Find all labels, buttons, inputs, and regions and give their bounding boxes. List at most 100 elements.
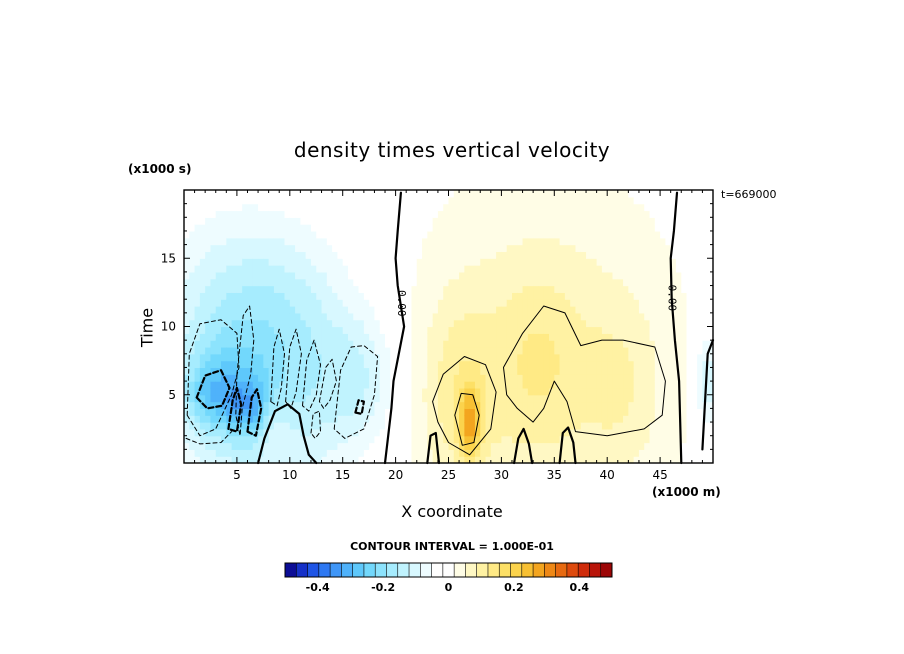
colorbar-swatch <box>341 563 354 577</box>
field-cell <box>554 319 561 328</box>
field-cell <box>432 278 439 287</box>
field-cell <box>607 224 614 232</box>
field-cell <box>305 442 312 450</box>
field-cell <box>247 333 254 341</box>
field-cell <box>527 422 534 430</box>
field-cell <box>215 244 222 253</box>
field-cell <box>205 449 212 457</box>
field-cell <box>623 299 629 307</box>
field-cell <box>205 251 212 259</box>
field-cell <box>374 224 381 232</box>
field-cell <box>379 442 386 450</box>
field-cell <box>369 374 376 382</box>
field-cell <box>543 196 550 205</box>
field-cell <box>390 251 397 259</box>
field-cell <box>411 271 418 280</box>
field-cell <box>686 196 693 205</box>
field-cell <box>432 353 439 362</box>
field-cell <box>289 346 296 355</box>
field-cell <box>300 285 307 293</box>
field-cell <box>511 408 518 416</box>
field-cell <box>617 312 624 321</box>
field-cell <box>247 456 254 464</box>
field-cell <box>305 271 312 280</box>
field-cell <box>226 374 233 382</box>
field-cell <box>422 374 428 382</box>
field-cell <box>247 265 254 273</box>
field-cell <box>697 408 704 416</box>
field-cell <box>337 244 344 253</box>
field-cell <box>390 299 397 307</box>
field-cell <box>289 367 296 375</box>
colorbar-swatch <box>533 563 545 577</box>
field-cell <box>533 224 540 232</box>
field-cell <box>697 442 704 450</box>
field-cell <box>300 278 307 287</box>
field-cell <box>681 258 688 266</box>
field-cell <box>205 408 212 416</box>
field-cell <box>496 422 502 430</box>
field-cell <box>448 442 455 450</box>
field-cell <box>660 251 666 259</box>
field-cell <box>633 442 640 450</box>
field-cell <box>199 319 206 328</box>
field-cell <box>644 312 651 321</box>
field-cell <box>570 224 577 232</box>
field-cell <box>215 230 222 239</box>
field-cell <box>205 244 212 253</box>
field-cell <box>332 374 339 382</box>
field-cell <box>305 394 312 403</box>
field-cell <box>453 353 460 362</box>
colorbar-swatch <box>397 563 410 577</box>
field-cell <box>480 306 487 314</box>
field-cell <box>617 333 624 341</box>
field-cell <box>607 258 614 266</box>
field-cell <box>258 381 264 389</box>
field-cell <box>633 367 640 375</box>
field-cell <box>522 299 529 307</box>
field-cell <box>443 285 450 293</box>
field-cell <box>681 210 688 218</box>
field-cell <box>226 299 233 307</box>
field-cell <box>295 285 301 293</box>
field-cell <box>633 196 640 205</box>
field-cell <box>533 299 540 307</box>
field-cell <box>305 435 312 444</box>
field-cell <box>480 224 487 232</box>
field-cell <box>591 408 598 416</box>
field-cell <box>464 319 471 328</box>
field-cell <box>342 278 349 287</box>
field-cell <box>316 422 323 430</box>
field-cell <box>242 224 249 232</box>
zero-contour-label: 0.00 <box>666 285 679 312</box>
field-cell <box>406 401 413 409</box>
field-cell <box>316 292 323 300</box>
field-cell <box>268 271 275 280</box>
field-cell <box>527 340 534 348</box>
field-cell <box>390 244 397 253</box>
field-cell <box>268 292 275 300</box>
field-cell <box>623 449 629 457</box>
field-cell <box>411 374 418 382</box>
field-cell <box>273 292 280 300</box>
field-cell <box>506 415 513 423</box>
field-cell <box>342 360 349 369</box>
field-cell <box>496 285 502 293</box>
field-cell <box>570 319 577 328</box>
field-cell <box>559 292 566 300</box>
field-cell <box>432 422 439 430</box>
field-cell <box>221 196 227 205</box>
field-cell <box>469 346 476 355</box>
field-cell <box>321 353 328 362</box>
field-cell <box>332 326 339 334</box>
field-cell <box>496 428 502 437</box>
field-cell <box>554 415 561 423</box>
field-cell <box>252 217 259 225</box>
field-cell <box>543 415 550 423</box>
field-cell <box>681 401 688 409</box>
field-cell <box>221 319 227 328</box>
field-cell <box>448 292 455 300</box>
field-cell <box>189 367 196 375</box>
field-cell <box>437 210 444 218</box>
field-cell <box>231 326 238 334</box>
